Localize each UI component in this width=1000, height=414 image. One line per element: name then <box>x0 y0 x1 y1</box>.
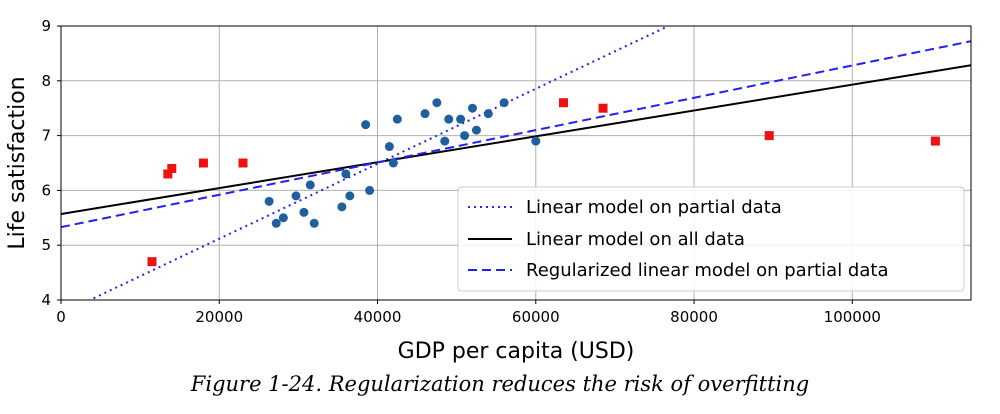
missing-data-point <box>238 158 248 168</box>
y-tick-label: 9 <box>41 17 51 35</box>
partial-data-point <box>499 98 509 108</box>
y-tick-label: 4 <box>41 291 51 309</box>
missing-data-point <box>163 169 173 179</box>
missing-data-point <box>198 158 208 168</box>
missing-data-point <box>147 257 157 267</box>
partial-data-point <box>384 142 394 152</box>
partial-data-point <box>337 202 347 212</box>
legend-box <box>457 186 965 292</box>
model-lines <box>61 26 971 300</box>
partial-data-point <box>309 218 319 228</box>
y-tick-label: 8 <box>41 72 51 90</box>
partial-data-point <box>471 125 481 135</box>
x-tick-label: 0 <box>56 308 66 326</box>
all-data-model-line <box>61 64 971 215</box>
partial-data-point <box>432 98 442 108</box>
partial-data-point <box>392 114 402 124</box>
x-tick-labels: 0 20000 40000 60000 80000 100000 <box>56 300 881 326</box>
partial-data-point <box>420 109 430 119</box>
partial-data-point <box>456 114 466 124</box>
x-tick-label: 40000 <box>354 308 402 326</box>
figure-caption: Figure 1-24. Regularization reduces the … <box>190 372 810 396</box>
missing-data-point <box>764 131 774 141</box>
partial-data-point <box>305 180 315 190</box>
partial-data-point <box>483 109 493 119</box>
data-points <box>147 98 940 267</box>
y-tick-label: 5 <box>41 236 51 254</box>
x-tick-label: 20000 <box>195 308 243 326</box>
partial-data-point <box>299 207 309 217</box>
partial-data-point <box>361 120 371 130</box>
y-tick-labels: 4 5 6 7 8 9 <box>41 17 61 309</box>
partial-data-point <box>278 213 288 223</box>
partial-data-point <box>271 218 281 228</box>
partial-data-point <box>388 158 398 168</box>
legend-label-regularized: Regularized linear model on partial data <box>526 260 888 281</box>
missing-data-point <box>930 136 940 146</box>
partial-data-point <box>345 191 355 201</box>
legend-label-partial: Linear model on partial data <box>526 197 782 218</box>
y-tick-label: 7 <box>41 127 51 145</box>
y-axis-label: Life satisfaction <box>5 76 30 249</box>
regularized-model-line <box>61 40 971 229</box>
legend: Linear model on partial data Linear mode… <box>457 186 965 292</box>
partial-data-point <box>467 103 477 113</box>
partial-data-point <box>444 114 454 124</box>
plot-frame <box>60 25 972 301</box>
partial-data-point <box>264 196 274 206</box>
missing-data-point <box>558 98 568 108</box>
partial-data-point <box>440 136 450 146</box>
partial-data-point <box>531 136 541 146</box>
x-tick-label: 100000 <box>824 308 881 326</box>
partial-data-point <box>460 131 470 141</box>
x-tick-label: 60000 <box>512 308 560 326</box>
y-tick-label: 6 <box>41 181 51 199</box>
x-tick-label: 80000 <box>670 308 718 326</box>
missing-data-point <box>598 103 608 113</box>
partial-data-point <box>291 191 301 201</box>
x-axis-label: GDP per capita (USD) <box>398 339 635 364</box>
missing-data-point <box>167 163 177 173</box>
partial-data-point <box>341 169 351 179</box>
partial-data-point <box>365 185 375 195</box>
legend-label-all: Linear model on all data <box>526 229 745 250</box>
